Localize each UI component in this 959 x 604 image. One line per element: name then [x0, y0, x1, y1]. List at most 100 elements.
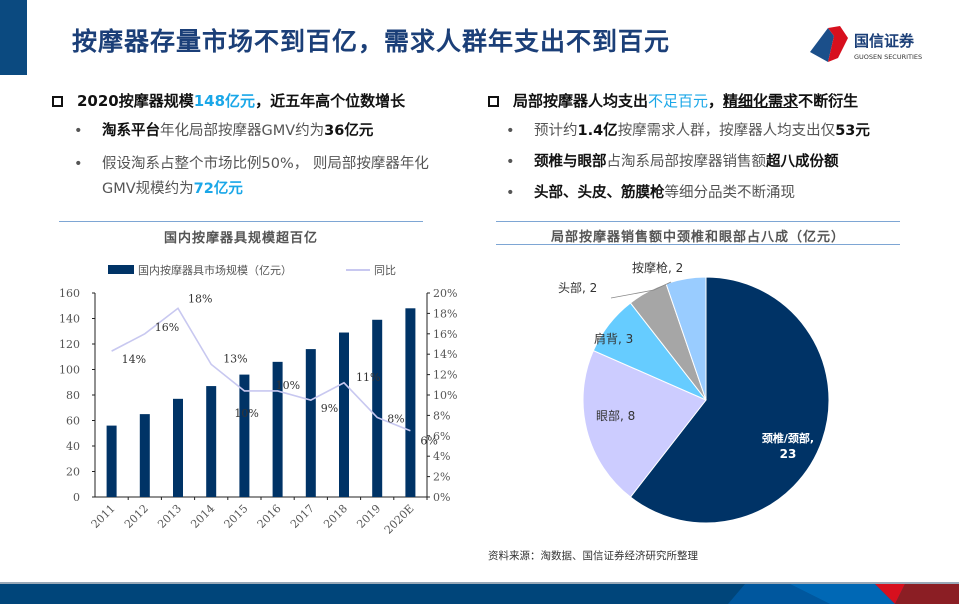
y-tick-label: 160	[59, 287, 80, 300]
y2-tick-label: 2%	[433, 471, 450, 484]
heading-highlight: 148亿元	[193, 92, 256, 110]
y-tick-label: 140	[59, 313, 80, 326]
bar	[405, 308, 416, 497]
y2-tick-label: 10%	[433, 389, 457, 402]
bar	[173, 398, 183, 497]
heading-text: 2020按摩器规模	[77, 92, 194, 110]
right-bullet-1: • 预计约1.4亿按摩需求人群，按摩器人均支出仅53元	[506, 119, 870, 144]
heading-text: 局部按摩器人均支出	[513, 92, 649, 110]
y-tick-label: 120	[59, 338, 80, 351]
y2-tick-label: 14%	[433, 348, 457, 361]
y-tick-label: 80	[66, 389, 80, 402]
text: 等细分品类不断涌现	[664, 185, 796, 201]
data-label: 9%	[321, 402, 338, 415]
yoy-line	[111, 307, 411, 432]
page-title: 按摩器存量市场不到百亿，需求人群年支出不到百元	[72, 27, 671, 56]
bold-text: 53元	[835, 123, 870, 139]
legend-label: 国内按摩器具市场规模（亿元）	[138, 263, 292, 277]
svg-text:GUOSEN SECURITIES: GUOSEN SECURITIES	[854, 53, 922, 61]
pie-slice	[665, 276, 707, 401]
left-chart-title: 国内按摩器具规模超百亿	[163, 231, 318, 246]
text: 假设淘系占整个市场比例50%， 则局部按摩器年化GMV规模约为	[102, 156, 429, 197]
y-tick-label: 40	[66, 440, 80, 453]
text: 年化局部按摩器GMV约为	[160, 123, 325, 139]
x-tick-label: 2015	[222, 502, 251, 531]
data-label: 13%	[223, 352, 247, 365]
slice-value: 23	[780, 447, 797, 461]
heading-text: ，	[708, 92, 724, 110]
footer-bar	[0, 582, 959, 604]
left-bullet-1: • 淘系平台年化局部按摩器GMV约为36亿元	[74, 119, 462, 144]
bar	[239, 374, 250, 497]
bold-text: 超八成份额	[766, 154, 839, 170]
x-tick-label: 2018	[321, 502, 350, 531]
data-label: 11%	[356, 371, 380, 384]
slice-label: 肩背, 3	[594, 331, 633, 346]
slice-label: 按摩枪, 2	[632, 260, 683, 275]
divider	[59, 221, 423, 222]
leader-line	[610, 281, 672, 299]
y-tick-label: 20	[66, 466, 80, 479]
y2-tick-label: 0%	[433, 491, 450, 504]
market-size-chart: 0 20 40 60 80 100 120 140 160 0% 2% 4% 6% 8% 10% 12% 14%…	[59, 263, 457, 537]
data-label: 18%	[188, 292, 212, 305]
data-label: 8%	[387, 412, 404, 425]
left-bullet-2: • 假设淘系占整个市场比例50%， 则局部按摩器年化GMV规模约为72亿元	[74, 152, 462, 202]
bold-text: 淘系平台	[102, 123, 160, 139]
x-tick-label: 2020E	[382, 502, 417, 537]
x-tick-label: 2016	[255, 502, 284, 531]
right-heading: 局部按摩器人均支出不足百元，精细化需求不断衍生	[488, 90, 858, 111]
right-chart-title: 局部按摩器销售额中颈椎和眼部占八成（亿元）	[550, 230, 845, 245]
bold-text: 颈椎与眼部	[534, 154, 607, 170]
legend-label: 同比	[374, 264, 396, 277]
data-label: 6%	[420, 435, 437, 448]
text: 按摩需求人群，按摩器人均支出仅	[617, 123, 836, 139]
text: 占淘系局部按摩器销售额	[606, 154, 767, 170]
y2-tick-label: 20%	[433, 287, 457, 300]
slice-label: 眼部, 8	[596, 408, 635, 423]
y2-tick-label: 12%	[433, 369, 457, 382]
data-label: 10%	[234, 407, 258, 420]
heading-text: 不断衍生	[798, 92, 859, 110]
y2-tick-label: 4%	[433, 450, 450, 463]
right-bullet-2: • 颈椎与眼部占淘系局部按摩器销售额超八成份额	[506, 150, 839, 175]
bullet-icon: •	[506, 154, 515, 170]
x-tick-label: 2011	[89, 502, 118, 531]
bullet-icon: •	[506, 185, 515, 201]
bold-text: 1.4亿	[577, 123, 618, 139]
y2-tick-label: 6%	[433, 430, 450, 443]
header-accent-bar	[0, 0, 27, 75]
y2-tick-label: 8%	[433, 409, 450, 422]
left-heading: 2020按摩器规模148亿元，近五年高个位数增长	[52, 90, 405, 111]
x-tick-label: 2013	[155, 502, 184, 531]
highlight-text: 72亿元	[193, 181, 243, 197]
divider	[496, 221, 900, 222]
bullet-icon: •	[74, 156, 83, 172]
bar	[106, 425, 117, 497]
x-tick-label: 2019	[354, 502, 383, 531]
legend-swatch-bar	[108, 265, 134, 274]
pie-slice	[629, 276, 830, 524]
square-bullet-icon	[488, 96, 499, 107]
right-bullet-3: • 头部、头皮、筋膜枪等细分品类不断涌现	[506, 181, 796, 206]
bar	[272, 361, 283, 497]
square-bullet-icon	[52, 96, 63, 107]
y-tick-label: 0	[73, 491, 80, 504]
bold-text: 36亿元	[324, 123, 374, 139]
guosen-logo: 国信证券 GUOSEN SECURITIES	[810, 26, 922, 62]
bar	[339, 332, 349, 497]
bar	[139, 414, 150, 497]
source-note: 资料来源：淘数据、国信证券经济研究所整理	[488, 550, 698, 562]
bullet-icon: •	[506, 123, 515, 139]
y-tick-label: 100	[59, 364, 80, 377]
slice-label: 颈椎/颈部,	[762, 431, 814, 445]
slice-label: 头部, 2	[558, 280, 597, 295]
x-tick-label: 2012	[122, 502, 151, 531]
data-label: 16%	[155, 321, 179, 334]
heading-underlined: 精细化需求	[723, 92, 799, 110]
svg-text:国信证券: 国信证券	[854, 32, 915, 50]
bold-text: 头部、头皮、筋膜枪	[534, 185, 665, 201]
bar	[206, 386, 217, 497]
pie-slice	[582, 349, 707, 498]
data-label: 14%	[122, 353, 146, 366]
